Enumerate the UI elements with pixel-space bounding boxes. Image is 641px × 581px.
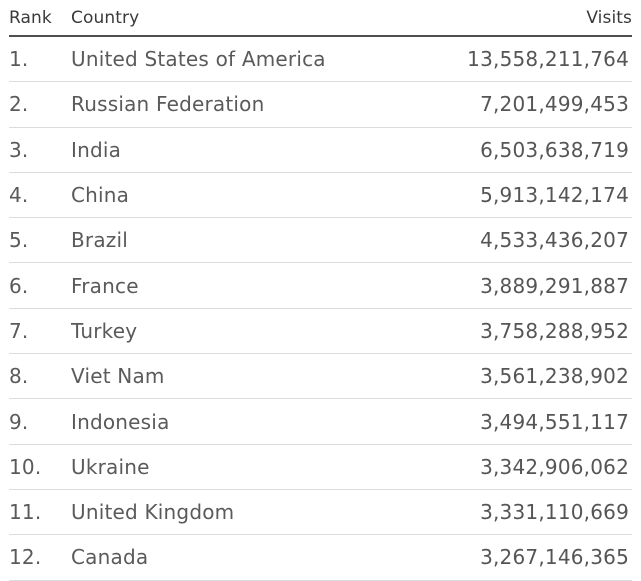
- row-country: China: [71, 183, 130, 208]
- header-visits[interactable]: Visits: [586, 7, 632, 28]
- row-country: Indonesia: [71, 409, 170, 434]
- header-country[interactable]: Country: [71, 7, 140, 28]
- row-visits: 3,561,238,902: [480, 364, 629, 389]
- row-visits: 3,494,551,117: [480, 409, 629, 434]
- row-visits: 13,558,211,764: [467, 47, 629, 72]
- row-rank: 2.: [9, 92, 29, 117]
- row-country: India: [71, 137, 122, 162]
- row-visits: 6,503,638,719: [480, 137, 629, 162]
- row-rank: 11.: [9, 500, 42, 525]
- row-rank: 3.: [9, 137, 29, 162]
- row-country: Ukraine: [71, 454, 150, 479]
- table-row: 2. Russian Federation 7,201,499,453: [9, 82, 632, 128]
- table-row: 9. Indonesia 3,494,551,117: [9, 399, 632, 445]
- table-row: 6. France 3,889,291,887: [9, 263, 632, 309]
- row-country: Turkey: [71, 318, 138, 343]
- table-row: 10. Ukraine 3,342,906,062: [9, 445, 632, 490]
- row-visits: 3,889,291,887: [480, 273, 629, 298]
- row-country: Viet Nam: [71, 364, 165, 389]
- row-visits: 5,913,142,174: [480, 183, 629, 208]
- row-rank: 9.: [9, 409, 29, 434]
- row-visits: 3,331,110,669: [480, 500, 629, 525]
- table-row: 11. United Kingdom 3,331,110,669: [9, 490, 632, 536]
- header-rank[interactable]: Rank: [9, 7, 52, 28]
- table-row: 3. India 6,503,638,719: [9, 128, 632, 173]
- table-row: 5. Brazil 4,533,436,207: [9, 218, 632, 264]
- row-visits: 3,758,288,952: [480, 318, 629, 343]
- table-row: 8. Viet Nam 3,561,238,902: [9, 354, 632, 400]
- table-row: 12. Canada 3,267,146,365: [9, 535, 632, 581]
- row-country: Brazil: [71, 228, 129, 253]
- row-country: United States of America: [71, 47, 326, 72]
- row-country: United Kingdom: [71, 500, 235, 525]
- row-country: Russian Federation: [71, 92, 265, 117]
- table-row: 7. Turkey 3,758,288,952: [9, 309, 632, 355]
- table-header: Rank Country Visits: [9, 0, 632, 37]
- table-row: 4. China 5,913,142,174: [9, 173, 632, 219]
- row-country: France: [71, 273, 139, 298]
- row-visits: 7,201,499,453: [480, 92, 629, 117]
- row-rank: 7.: [9, 318, 29, 343]
- row-rank: 8.: [9, 364, 29, 389]
- row-rank: 10.: [9, 454, 42, 479]
- row-rank: 12.: [9, 545, 42, 570]
- row-visits: 3,342,906,062: [480, 454, 629, 479]
- row-rank: 4.: [9, 183, 29, 208]
- row-rank: 1.: [9, 47, 29, 72]
- row-rank: 5.: [9, 228, 29, 253]
- row-visits: 4,533,436,207: [480, 228, 629, 253]
- row-rank: 6.: [9, 273, 29, 298]
- row-country: Canada: [71, 545, 149, 570]
- row-visits: 3,267,146,365: [480, 545, 629, 570]
- table-row: 1. United States of America 13,558,211,7…: [9, 37, 632, 83]
